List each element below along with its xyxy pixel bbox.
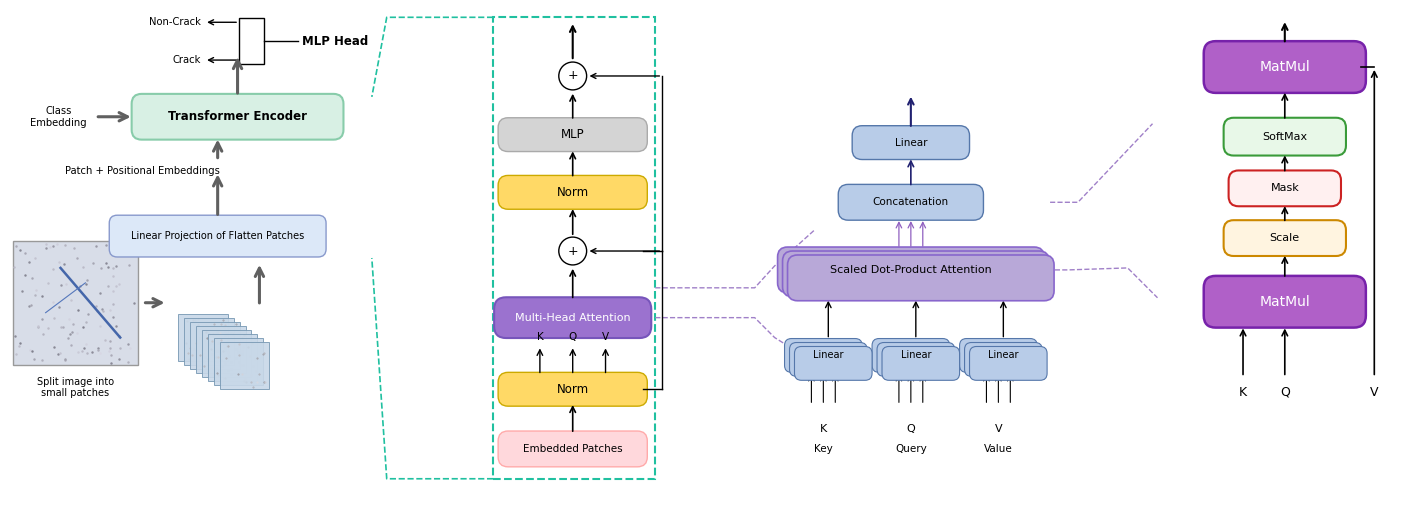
FancyBboxPatch shape (795, 346, 872, 380)
FancyBboxPatch shape (190, 322, 240, 369)
Text: MatMul: MatMul (1259, 60, 1310, 74)
Text: +: + (567, 70, 578, 82)
FancyBboxPatch shape (208, 334, 257, 382)
FancyBboxPatch shape (1203, 276, 1366, 328)
FancyBboxPatch shape (878, 342, 955, 376)
Text: Q: Q (569, 332, 577, 341)
Text: V: V (1370, 386, 1379, 399)
FancyBboxPatch shape (132, 94, 344, 140)
Text: MatMul: MatMul (1259, 295, 1310, 309)
Text: Linear: Linear (988, 351, 1018, 361)
Text: Class
Embedding: Class Embedding (31, 106, 87, 128)
FancyBboxPatch shape (1228, 171, 1341, 206)
FancyBboxPatch shape (110, 215, 326, 257)
Text: K: K (536, 332, 543, 341)
FancyBboxPatch shape (494, 297, 651, 338)
FancyBboxPatch shape (789, 342, 868, 376)
FancyBboxPatch shape (239, 18, 264, 64)
FancyBboxPatch shape (498, 372, 647, 406)
Text: Crack: Crack (173, 55, 201, 65)
FancyBboxPatch shape (498, 118, 647, 151)
Circle shape (559, 237, 587, 265)
FancyBboxPatch shape (782, 251, 1049, 297)
FancyBboxPatch shape (872, 338, 949, 372)
FancyBboxPatch shape (498, 175, 647, 209)
Text: Norm: Norm (556, 186, 588, 199)
Text: Linear: Linear (813, 351, 844, 361)
Text: V: V (994, 424, 1002, 434)
FancyBboxPatch shape (219, 341, 270, 389)
Text: SoftMax: SoftMax (1262, 132, 1307, 142)
Text: Scaled Dot-Product Attention: Scaled Dot-Product Attention (830, 265, 991, 275)
FancyBboxPatch shape (882, 346, 959, 380)
Text: Q: Q (907, 424, 915, 434)
FancyBboxPatch shape (788, 255, 1054, 301)
FancyBboxPatch shape (202, 330, 251, 377)
Text: K: K (820, 424, 827, 434)
Text: Q: Q (1280, 386, 1290, 399)
FancyBboxPatch shape (1203, 41, 1366, 93)
FancyBboxPatch shape (838, 184, 983, 220)
FancyBboxPatch shape (184, 318, 233, 365)
FancyBboxPatch shape (498, 431, 647, 467)
FancyBboxPatch shape (970, 346, 1047, 380)
Text: Linear: Linear (894, 138, 927, 148)
Text: Non-Crack: Non-Crack (149, 17, 201, 27)
FancyBboxPatch shape (965, 342, 1042, 376)
Text: Value: Value (984, 444, 1012, 454)
FancyBboxPatch shape (1224, 220, 1346, 256)
FancyBboxPatch shape (1224, 118, 1346, 155)
Text: Patch + Positional Embeddings: Patch + Positional Embeddings (66, 167, 220, 176)
FancyBboxPatch shape (959, 338, 1038, 372)
FancyBboxPatch shape (213, 337, 264, 385)
Text: Scale: Scale (1269, 233, 1300, 243)
Text: Key: Key (814, 444, 833, 454)
Text: Linear Projection of Flatten Patches: Linear Projection of Flatten Patches (131, 231, 305, 241)
FancyBboxPatch shape (785, 338, 862, 372)
Text: Transformer Encoder: Transformer Encoder (168, 110, 307, 123)
Text: Concatenation: Concatenation (873, 197, 949, 207)
Text: Norm: Norm (556, 383, 588, 396)
FancyBboxPatch shape (852, 125, 970, 160)
Circle shape (559, 62, 587, 90)
Text: Query: Query (894, 444, 927, 454)
Text: MLP Head: MLP Head (302, 35, 368, 48)
FancyBboxPatch shape (778, 247, 1045, 293)
Text: Mask: Mask (1271, 183, 1299, 194)
Text: K: K (1238, 386, 1247, 399)
Text: Split image into
small patches: Split image into small patches (37, 377, 114, 398)
FancyBboxPatch shape (493, 17, 656, 479)
FancyBboxPatch shape (195, 326, 246, 373)
Text: +: + (567, 244, 578, 258)
Text: V: V (602, 332, 609, 341)
Text: MLP: MLP (562, 128, 584, 141)
Text: Embedded Patches: Embedded Patches (522, 444, 622, 454)
Text: Multi-Head Attention: Multi-Head Attention (515, 312, 630, 323)
Text: Linear: Linear (900, 351, 931, 361)
FancyBboxPatch shape (178, 313, 227, 361)
FancyBboxPatch shape (13, 241, 138, 365)
